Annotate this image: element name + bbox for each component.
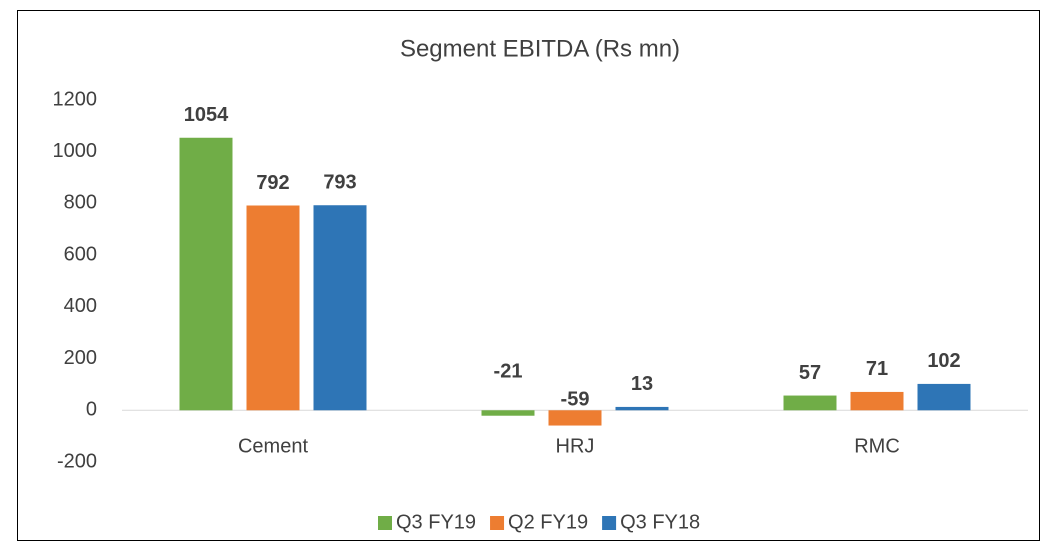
bar	[548, 410, 602, 426]
data-label: 792	[256, 172, 289, 194]
y-tick-label: 1200	[53, 88, 98, 110]
y-tick-label: 800	[64, 192, 97, 214]
data-label: 1054	[184, 104, 229, 126]
y-tick-label: 600	[64, 243, 97, 265]
legend-swatch	[490, 516, 505, 530]
chart-title: Segment EBITDA (Rs mn)	[400, 35, 680, 62]
legend-label: Q2 FY19	[508, 511, 588, 533]
bar	[783, 395, 837, 411]
bar	[313, 205, 367, 411]
x-tick-label: HRJ	[556, 436, 595, 458]
x-tick-label: Cement	[238, 436, 308, 458]
x-tick-label: RMC	[854, 436, 900, 458]
y-tick-label: -200	[57, 450, 97, 472]
y-tick-label: 200	[64, 347, 97, 369]
data-label: 793	[323, 172, 356, 194]
y-tick-label: 0	[86, 399, 97, 421]
legend-swatch	[378, 516, 392, 530]
data-label: 57	[799, 362, 821, 384]
legend-label: Q3 FY18	[620, 511, 700, 533]
bar	[179, 137, 233, 411]
chart-frame	[17, 10, 1040, 541]
data-label: -59	[561, 389, 590, 411]
legend-label: Q3 FY19	[396, 511, 476, 533]
bar	[246, 205, 300, 411]
bar	[481, 410, 535, 416]
legend-swatch	[602, 516, 617, 530]
bar	[615, 406, 669, 411]
data-label: -21	[494, 361, 523, 383]
bar	[850, 391, 904, 411]
bar	[917, 383, 971, 411]
y-tick-label: 400	[64, 295, 97, 317]
data-label: 13	[631, 373, 653, 395]
data-label: 102	[927, 350, 960, 372]
y-tick-label: 1000	[53, 140, 98, 162]
data-label: 71	[866, 358, 888, 380]
